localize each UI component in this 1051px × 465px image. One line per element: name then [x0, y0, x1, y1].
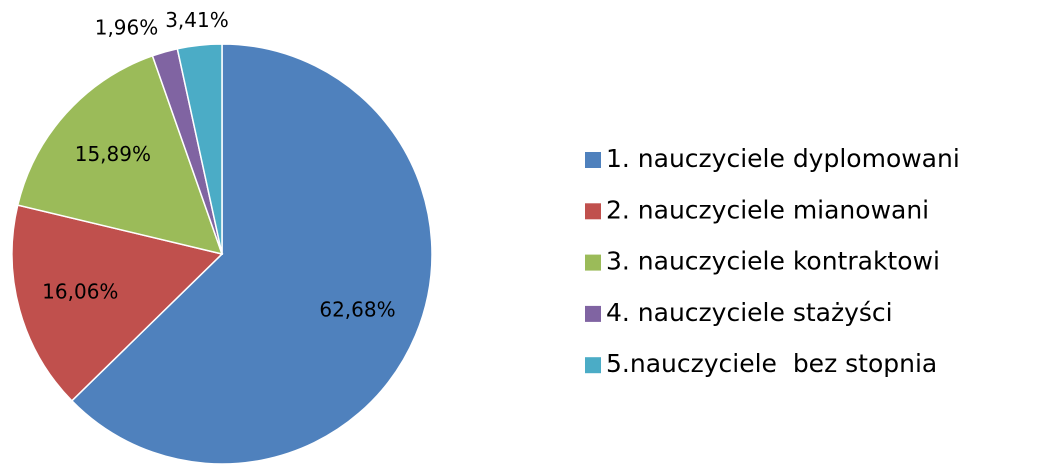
- pie-slice: [11, 204, 224, 402]
- legend-label: 1. nauczyciele dyplomowani: [606, 144, 960, 173]
- legend-swatch: [585, 305, 601, 322]
- legend-swatch: [585, 203, 601, 220]
- pie-slice: [70, 43, 433, 465]
- data-label: 15,89%: [75, 142, 151, 166]
- data-label: 3,41%: [165, 8, 229, 32]
- legend-label: 4. nauczyciele stażyści: [606, 298, 893, 327]
- legend-swatch: [585, 254, 601, 271]
- data-label: 16,06%: [42, 280, 118, 304]
- legend-label: 5.nauczyciele bez stopnia: [606, 349, 937, 378]
- legend-swatch: [585, 152, 601, 168]
- legend-swatch: [585, 357, 601, 374]
- legend-label: 3. nauczyciele kontraktowi: [606, 247, 940, 276]
- pie-slice: [16, 54, 224, 256]
- pie-slice: [176, 43, 223, 255]
- data-label: 1,96%: [95, 15, 159, 39]
- data-label: 62,68%: [319, 298, 395, 322]
- legend-label: 2. nauczyciele mianowani: [606, 195, 929, 224]
